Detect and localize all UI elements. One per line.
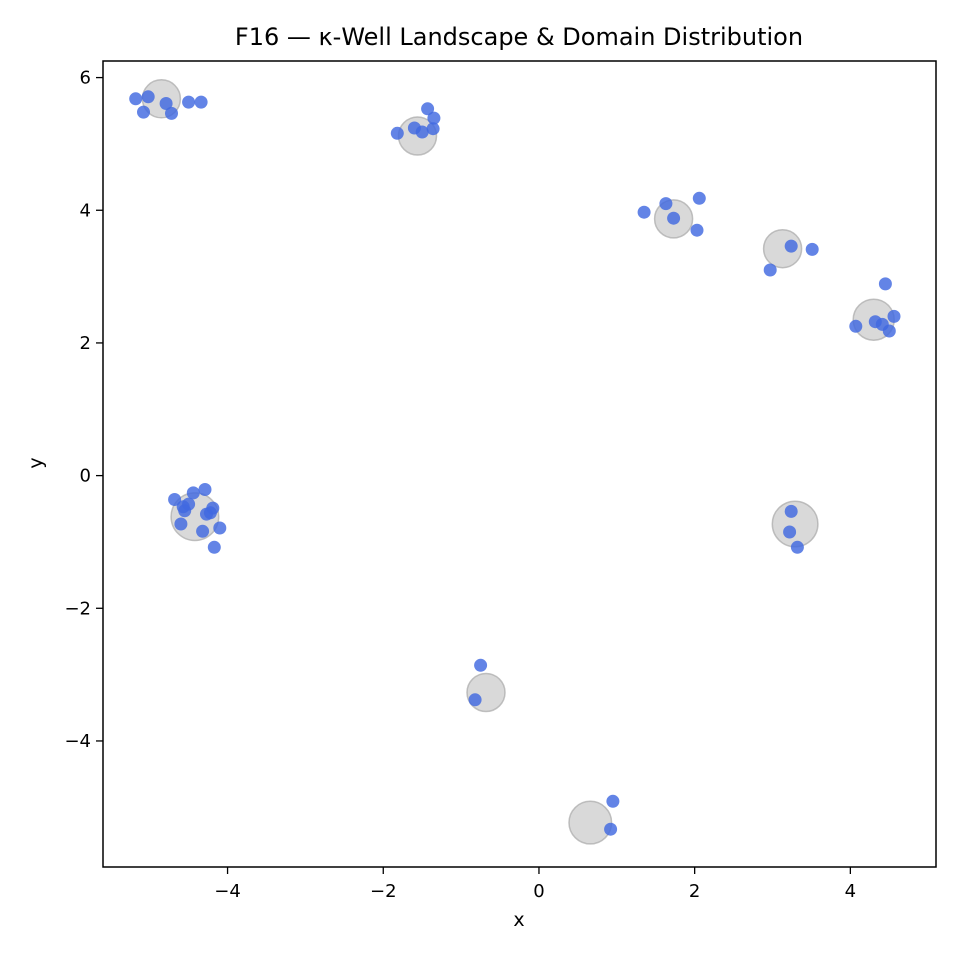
y-tick-label: 6 bbox=[80, 68, 91, 89]
y-tick-label: 2 bbox=[80, 333, 91, 354]
data-point-10 bbox=[415, 125, 429, 139]
well-marker-4 bbox=[762, 228, 803, 269]
data-point-12 bbox=[427, 111, 441, 125]
x-tick-label: 2 bbox=[689, 881, 700, 902]
data-point-1 bbox=[129, 92, 143, 106]
x-tick-label: 4 bbox=[845, 881, 856, 902]
data-point-40 bbox=[207, 540, 221, 554]
y-tick-label: 0 bbox=[80, 466, 91, 487]
data-point-22 bbox=[849, 319, 863, 333]
y-axis-ticks: −4 −2 0 2 4 6 bbox=[64, 68, 103, 752]
wells-layer bbox=[141, 79, 895, 845]
data-point-7 bbox=[194, 95, 208, 109]
data-point-43 bbox=[790, 540, 804, 554]
data-point-20 bbox=[784, 239, 798, 253]
data-point-25 bbox=[882, 324, 896, 338]
data-point-32 bbox=[186, 486, 200, 500]
x-tick-label: −4 bbox=[214, 881, 241, 902]
data-point-31 bbox=[182, 497, 196, 511]
data-point-16 bbox=[667, 211, 681, 225]
data-point-46 bbox=[606, 794, 620, 808]
data-point-41 bbox=[784, 504, 798, 518]
y-tick-label: 4 bbox=[80, 200, 91, 221]
data-point-3 bbox=[137, 105, 150, 119]
data-point-27 bbox=[878, 277, 892, 291]
data-point-15 bbox=[659, 197, 673, 211]
data-point-6 bbox=[182, 95, 196, 109]
plot-frame bbox=[102, 60, 937, 868]
data-point-39 bbox=[196, 524, 210, 538]
points-layer bbox=[129, 90, 901, 836]
data-point-11 bbox=[421, 102, 435, 116]
y-tick-label: −2 bbox=[64, 598, 91, 619]
y-axis-label: y bbox=[25, 457, 47, 468]
data-point-37 bbox=[174, 517, 188, 531]
data-point-2 bbox=[141, 90, 155, 104]
data-point-26 bbox=[887, 309, 901, 323]
chart-title: F16 — κ-Well Landscape & Domain Distribu… bbox=[235, 23, 803, 51]
data-point-44 bbox=[474, 658, 488, 672]
x-axis-ticks: −4 −2 0 2 4 bbox=[214, 867, 856, 902]
data-point-36 bbox=[203, 506, 217, 520]
data-point-18 bbox=[692, 191, 706, 205]
data-point-47 bbox=[604, 822, 618, 836]
x-tick-label: −2 bbox=[370, 881, 397, 902]
data-point-45 bbox=[468, 693, 482, 707]
data-point-8 bbox=[390, 126, 404, 140]
data-point-4 bbox=[159, 97, 173, 110]
data-point-17 bbox=[690, 223, 704, 237]
well-marker-9 bbox=[568, 800, 613, 845]
data-point-33 bbox=[198, 483, 212, 496]
data-point-28 bbox=[168, 493, 182, 506]
data-point-13 bbox=[426, 122, 440, 136]
data-point-38 bbox=[213, 521, 227, 535]
y-tick-label: −4 bbox=[64, 731, 91, 752]
x-tick-label: 0 bbox=[533, 881, 544, 902]
data-point-19 bbox=[763, 263, 777, 277]
data-point-21 bbox=[805, 242, 819, 256]
data-point-14 bbox=[637, 205, 651, 219]
x-axis-label: x bbox=[513, 909, 524, 931]
data-point-42 bbox=[783, 525, 797, 539]
data-point-5 bbox=[165, 106, 178, 120]
